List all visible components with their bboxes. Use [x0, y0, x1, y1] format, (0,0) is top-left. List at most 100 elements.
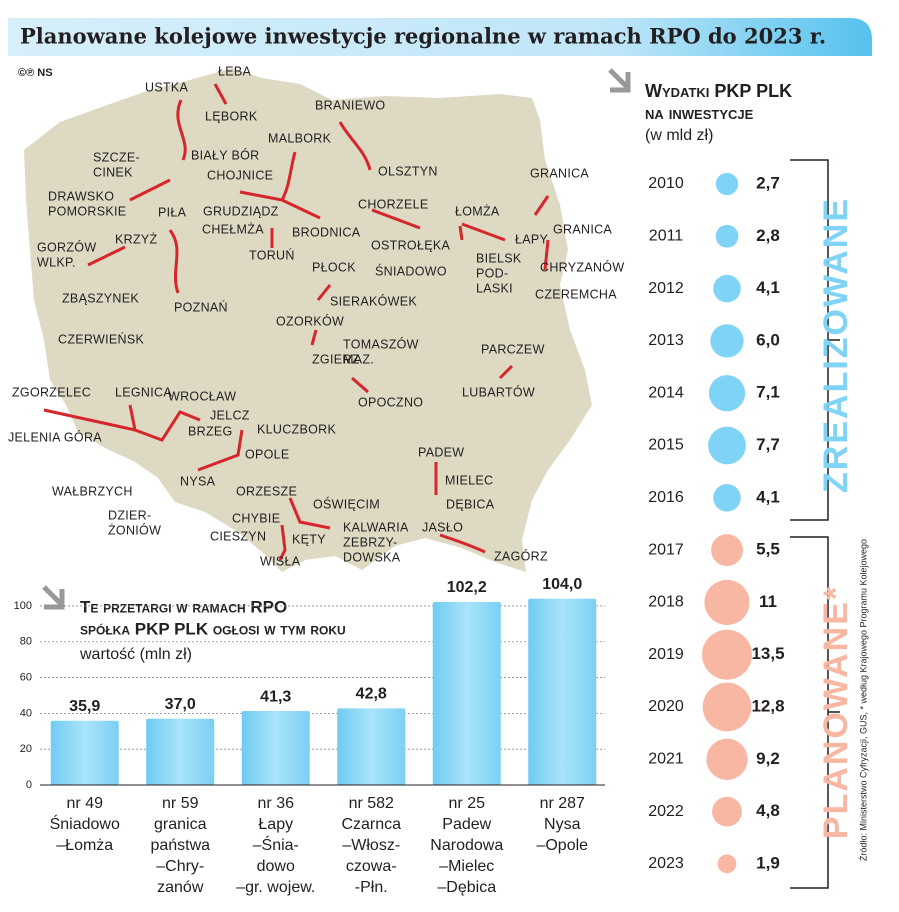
- x-tick-label: Śniadowo: [50, 814, 120, 833]
- map-label: OSTROŁĘKA: [371, 238, 450, 252]
- map-label: DRAWSKO: [48, 189, 114, 203]
- map-label: SIERAKÓWEK: [330, 293, 417, 308]
- map-label: LUBARTÓW: [462, 384, 535, 399]
- chart-title: Te przetargi w ramach RPO: [80, 597, 287, 616]
- map-label: ŻONIÓW: [108, 522, 161, 537]
- bar: [50, 720, 119, 785]
- map-label: KĘTY: [292, 532, 326, 546]
- bubble: [711, 534, 743, 567]
- arrow-icon: [42, 585, 65, 610]
- bar: [337, 708, 406, 785]
- map-label: MALBORK: [268, 131, 332, 145]
- bracket: [790, 159, 840, 521]
- map-label: PŁOCK: [312, 260, 356, 274]
- chart-title: spółka PKP PLK ogłosi w tym roku: [80, 619, 346, 638]
- source: Źródło: Ministerstwo Cyfryzacji, GUS, * …: [858, 539, 868, 861]
- map-label: BIELSK: [476, 251, 522, 265]
- value-label: 7,1: [756, 383, 780, 402]
- bubble: [717, 854, 737, 874]
- map-label: LASKI: [476, 281, 513, 295]
- value-label: 42,8: [356, 686, 387, 703]
- bubble: [704, 579, 750, 625]
- map-label: BIAŁY BÓR: [191, 147, 259, 162]
- value-label: 35,9: [69, 698, 100, 715]
- value-label: 5,5: [756, 540, 780, 559]
- map-label: KRZYŻ: [115, 232, 158, 246]
- value-label: 9,2: [756, 749, 780, 768]
- x-tick-label: nr 59: [162, 795, 199, 812]
- bubble: [715, 172, 739, 196]
- y-tick-label: 40: [20, 707, 32, 719]
- x-tick-label: zanów: [157, 879, 204, 896]
- legend-label: PLANOWANE*: [817, 585, 855, 839]
- bubble: [713, 274, 741, 303]
- year-label: 2022: [648, 803, 684, 820]
- title-banner: [8, 18, 872, 56]
- x-tick-label: nr 582: [349, 795, 394, 812]
- map-label: KALWARIA: [343, 520, 409, 534]
- map-label: CHRYZANÓW: [540, 259, 624, 274]
- value-label: 37,0: [165, 696, 196, 713]
- map-label: WAŁBRZYCH: [52, 484, 133, 498]
- map-label: POMORSKIE: [48, 204, 126, 218]
- x-tick-label: Czarnca: [341, 816, 401, 833]
- map-label: ZAGÓRZ: [494, 548, 548, 563]
- bubble: [708, 375, 746, 412]
- year-label: 2010: [648, 175, 684, 192]
- map-label: WROCŁAW: [168, 389, 236, 403]
- bubble: [710, 324, 744, 358]
- bar: [146, 718, 215, 785]
- map-label: LĘBORK: [205, 109, 258, 123]
- bubble: [708, 426, 746, 465]
- map-label: CIESZYN: [210, 529, 266, 543]
- y-tick-label: 0: [26, 779, 32, 791]
- map-label: KLUCZBORK: [257, 422, 336, 436]
- map-label: CHORZELE: [358, 197, 428, 211]
- x-tick-label: nr 287: [540, 795, 585, 812]
- map-label: CHYBIE: [232, 511, 280, 525]
- bubble: [702, 629, 752, 680]
- x-tick-label: –Chry-: [156, 858, 204, 875]
- x-tick-label: nr 49: [67, 795, 104, 812]
- y-tick-label: 80: [20, 636, 32, 648]
- map-label: SZCZE-: [93, 150, 140, 164]
- map-label: ŁAPY: [515, 232, 549, 246]
- x-tick-label: –gr. wojew.: [236, 879, 315, 896]
- x-tick-label: –Dębica: [437, 879, 496, 896]
- x-tick-label: Padew: [442, 816, 491, 833]
- year-label: 2013: [648, 332, 684, 349]
- map-label: ZBĄSZYNEK: [62, 291, 139, 305]
- page-title: Planowane kolejowe inwestycje regionalne…: [20, 24, 826, 49]
- y-tick-label: 20: [20, 743, 32, 755]
- value-label: 4,1: [756, 487, 780, 506]
- map-label: OPOCZNO: [358, 395, 423, 409]
- map-label: USTKA: [145, 80, 189, 94]
- map-label: PIŁA: [158, 205, 187, 219]
- value-label: 4,8: [756, 801, 780, 820]
- year-label: 2021: [648, 751, 684, 768]
- map-label: GORZÓW: [37, 239, 96, 254]
- year-label: 2019: [648, 646, 684, 663]
- year-label: 2015: [648, 437, 684, 454]
- arrow-icon: [608, 68, 631, 93]
- x-tick-label: Nysa: [544, 816, 581, 833]
- x-tick-label: -Płn.: [355, 879, 388, 896]
- chart-subtitle: wartość (mln zł): [79, 646, 192, 663]
- x-tick-label: nr 25: [449, 795, 486, 812]
- map-label: POZNAŃ: [174, 299, 228, 314]
- map-label: TORUŃ: [249, 247, 295, 262]
- chart-title: Wydatki PKP PLK: [645, 81, 792, 101]
- map-label: ŁOMŻA: [455, 204, 500, 218]
- bubble: [713, 484, 741, 512]
- map-label: MIELEC: [445, 473, 493, 487]
- map-label: NYSA: [180, 474, 216, 488]
- x-tick-label: dowo: [257, 858, 295, 875]
- bubble: [712, 796, 742, 827]
- year-label: 2016: [648, 489, 684, 506]
- rail-lines: [43, 83, 550, 561]
- year-label: 2020: [648, 698, 684, 715]
- map-label: WISŁA: [260, 554, 301, 568]
- value-label: 6,0: [756, 330, 780, 349]
